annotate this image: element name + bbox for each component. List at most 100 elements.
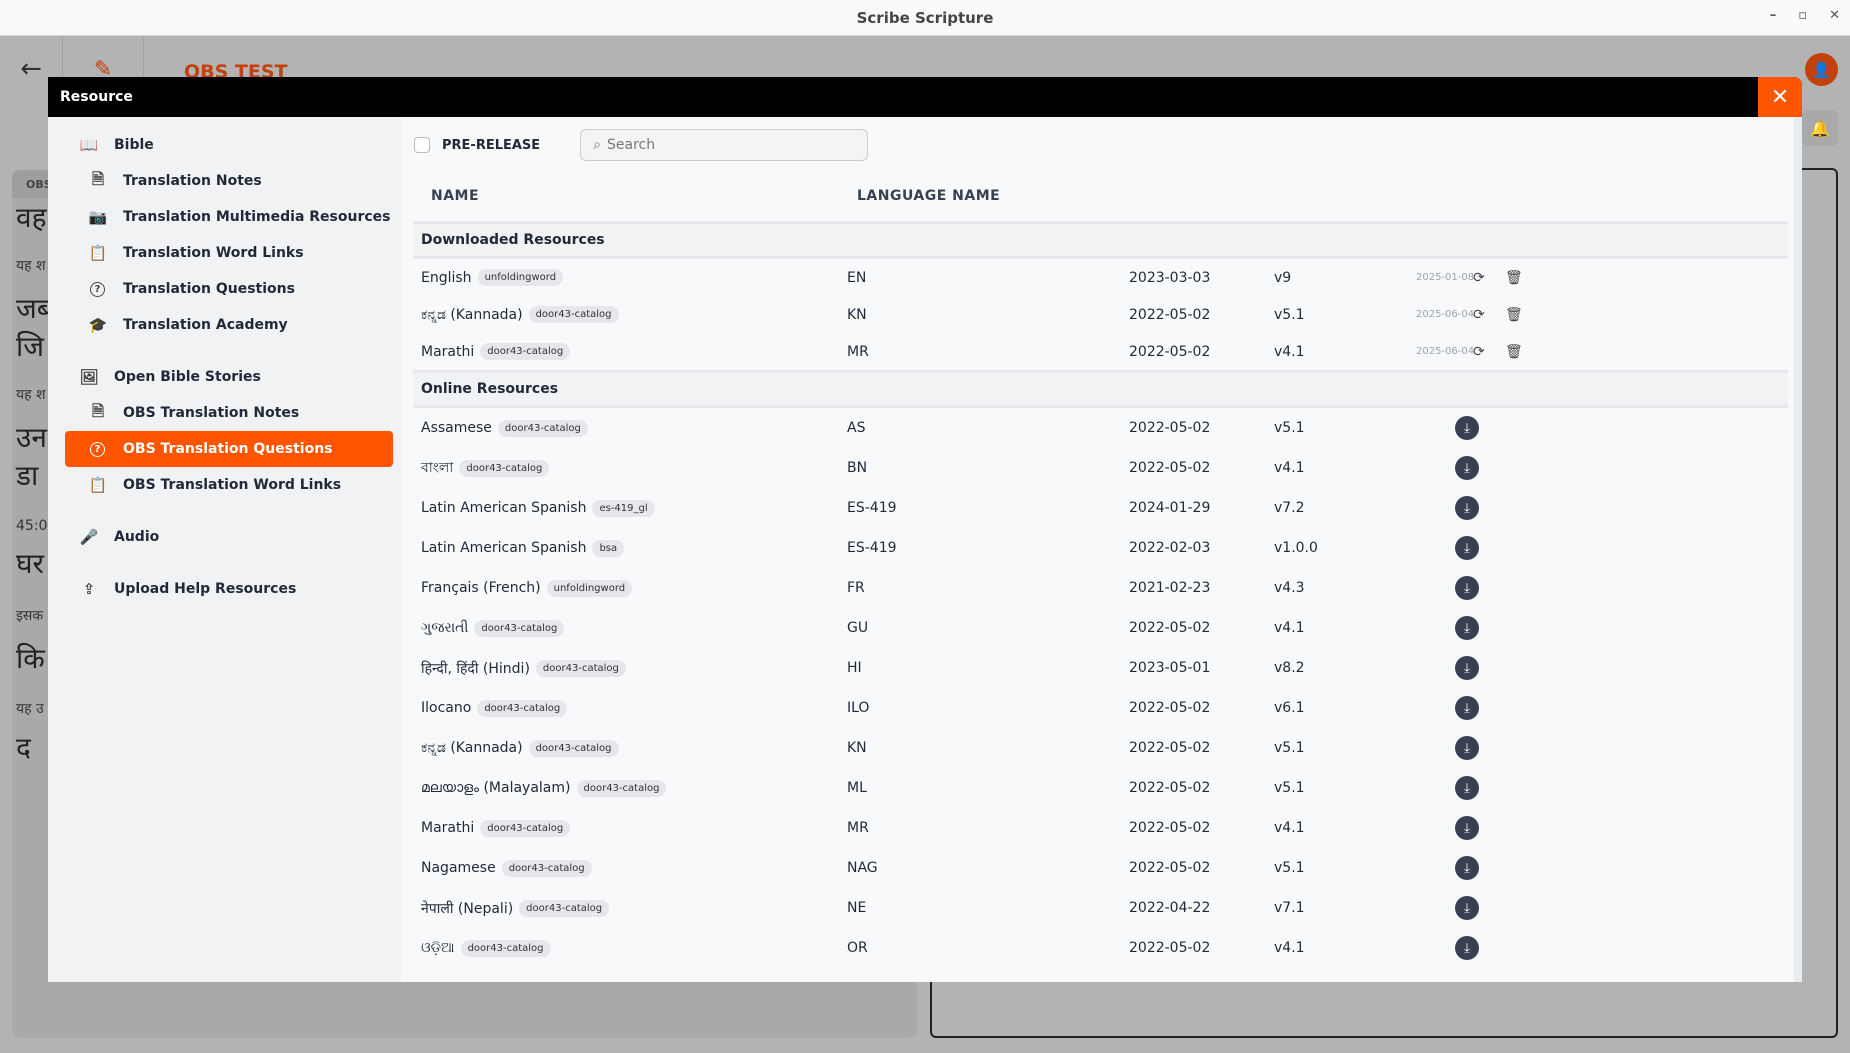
- version: v5.1: [1274, 780, 1305, 796]
- refresh-icon[interactable]: ⟳: [1473, 306, 1485, 323]
- scrollbar[interactable]: [1794, 117, 1802, 982]
- download-icon[interactable]: ⤓: [1455, 736, 1479, 760]
- sidebar-item-label: Open Bible Stories: [114, 369, 261, 385]
- window-close-button[interactable]: ✕: [1829, 8, 1840, 23]
- resource-owner-tag: door43-catalog: [576, 779, 667, 797]
- resource-name: ಕನ್ನಡ (Kannada) door43-catalog: [421, 306, 619, 323]
- sidebar-item-label: OBS Translation Word Links: [123, 477, 342, 493]
- refresh-icon[interactable]: ⟳: [1473, 269, 1485, 286]
- modal-title: Resource: [60, 89, 133, 105]
- resource-owner-tag: door43-catalog: [528, 739, 619, 757]
- language-code: EN: [847, 269, 867, 286]
- trash-icon[interactable]: 🗑: [1505, 269, 1523, 286]
- sidebar-item-obs-translation-questions[interactable]: ? OBS Translation Questions: [65, 431, 393, 467]
- background-text: उन: [16, 421, 47, 454]
- release-date: 2022-04-22: [1129, 900, 1211, 916]
- download-icon[interactable]: ⤓: [1455, 776, 1479, 800]
- pre-release-label: PRE-RELEASE: [442, 137, 541, 153]
- minimize-button[interactable]: –: [1769, 8, 1777, 23]
- sidebar-item-translation-word-links[interactable]: 📋 Translation Word Links: [65, 235, 393, 271]
- download-icon[interactable]: ⤓: [1455, 616, 1479, 640]
- download-icon[interactable]: ⤓: [1455, 896, 1479, 920]
- trash-icon[interactable]: 🗑: [1505, 306, 1523, 323]
- online-resource-row: বাংলা door43-catalog BN 2022-05-02 v4.1 ⤓: [413, 448, 1788, 488]
- sidebar-item-obs-translation-word-links[interactable]: 📋 OBS Translation Word Links: [65, 467, 393, 503]
- maximize-button[interactable]: ▫: [1798, 8, 1808, 23]
- column-language: LANGUAGE NAME: [857, 188, 1001, 204]
- resource-name-text: മലയാളം (Malayalam): [421, 780, 571, 796]
- online-resource-row: Nagamese door43-catalog NAG 2022-05-02 v5.1 ⤓: [413, 848, 1788, 888]
- release-date: 2022-05-02: [1129, 700, 1211, 716]
- trash-icon[interactable]: 🗑: [1505, 343, 1523, 360]
- question-icon: ?: [90, 281, 105, 297]
- document-icon: 🗎: [91, 401, 105, 420]
- download-icon[interactable]: ⤓: [1455, 416, 1479, 440]
- refresh-icon[interactable]: ⟳: [1473, 343, 1485, 360]
- online-resource-row: Ilocano door43-catalog ILO 2022-05-02 v6.1 ⤓: [413, 688, 1788, 728]
- sidebar-item-translation-questions[interactable]: ? Translation Questions: [65, 271, 393, 307]
- language-code: NAG: [847, 860, 878, 876]
- download-icon[interactable]: ⤓: [1455, 856, 1479, 880]
- downloaded-resource-row: ಕನ್ನಡ (Kannada) door43-catalog KN 2022-05-0…: [413, 296, 1788, 333]
- user-avatar-icon[interactable]: 👤: [1805, 53, 1838, 86]
- sidebar-gap: [48, 343, 401, 359]
- sidebar-item-bible[interactable]: 📖 Bible: [65, 127, 393, 163]
- download-icon[interactable]: ⤓: [1455, 536, 1479, 560]
- online-resource-row: Latin American Spanish es-419_gl ES-419 202…: [413, 488, 1788, 528]
- download-icon[interactable]: ⤓: [1455, 496, 1479, 520]
- sidebar-item-translation-notes[interactable]: 🗎 Translation Notes: [65, 163, 393, 199]
- downloaded-resource-row: English unfoldingword EN 2023-03-03 v9 2025-0…: [413, 259, 1788, 296]
- download-icon[interactable]: ⤓: [1455, 576, 1479, 600]
- download-icon[interactable]: ⤓: [1455, 696, 1479, 720]
- sidebar-item-translation-multimedia-resources[interactable]: 📷 Translation Multimedia Resources: [65, 199, 393, 235]
- language-code: FR: [847, 580, 865, 596]
- resource-owner-tag: door43-catalog: [528, 306, 619, 323]
- search-input[interactable]: ⌕ Search: [580, 129, 869, 161]
- sidebar-item-obs-translation-notes[interactable]: 🗎 OBS Translation Notes: [65, 395, 393, 431]
- version: v1.0.0: [1274, 540, 1318, 556]
- downloaded-section-header: Downloaded Resources: [413, 221, 1788, 259]
- resource-owner-tag: door43-catalog: [460, 939, 551, 957]
- sidebar-item-open-bible-stories[interactable]: 🖼 Open Bible Stories: [65, 359, 393, 395]
- resource-name-text: Latin American Spanish: [421, 500, 587, 516]
- release-date: 2021-02-23: [1129, 580, 1211, 596]
- sidebar-item-translation-academy[interactable]: 🎓 Translation Academy: [65, 307, 393, 343]
- resource-owner-tag: bsa: [592, 539, 625, 557]
- resource-name: ગુજરાતી door43-catalog: [421, 619, 565, 637]
- download-icon[interactable]: ⤓: [1455, 936, 1479, 960]
- table-header: NAME LANGUAGE NAME: [413, 171, 1788, 221]
- resource-name-text: English: [421, 269, 472, 286]
- resource-name-text: नेपाली (Nepali): [421, 900, 514, 917]
- downloaded-date: 2025-06-04: [1416, 309, 1475, 320]
- sidebar-item-upload-help-resources[interactable]: ⇪ Upload Help Resources: [65, 571, 393, 607]
- resource-owner-tag: door43-catalog: [535, 659, 626, 677]
- bell-icon[interactable]: 🔔: [1802, 110, 1838, 146]
- back-arrow-icon[interactable]: ←: [20, 54, 42, 84]
- resource-name: ಕನ್ನಡ (Kannada) door43-catalog: [421, 739, 619, 757]
- resource-name-text: ಕನ್ನಡ (Kannada): [421, 740, 523, 756]
- release-date: 2024-01-29: [1129, 500, 1211, 516]
- resource-name-text: Ilocano: [421, 700, 472, 716]
- resource-name-text: ଓଡ଼ିଆ: [421, 940, 455, 956]
- language-code: OR: [847, 940, 868, 956]
- close-icon[interactable]: ✕: [1758, 77, 1802, 117]
- background-text: इसक: [16, 608, 44, 624]
- microphone-icon: 🎤: [79, 528, 99, 546]
- search-placeholder: Search: [607, 137, 656, 153]
- resource-name: മലയാളം (Malayalam) door43-catalog: [421, 779, 667, 797]
- resource-name: Marathi door43-catalog: [421, 343, 571, 360]
- version: v4.1: [1274, 820, 1305, 836]
- sidebar-item-audio[interactable]: 🎤 Audio: [65, 519, 393, 555]
- language-code: KN: [847, 306, 867, 323]
- download-icon[interactable]: ⤓: [1455, 456, 1479, 480]
- resource-name-text: Latin American Spanish: [421, 540, 587, 556]
- resource-name-text: Marathi: [421, 343, 475, 360]
- pre-release-checkbox[interactable]: [414, 137, 430, 153]
- language-code: AS: [847, 420, 866, 436]
- download-icon[interactable]: ⤓: [1455, 656, 1479, 680]
- download-icon[interactable]: ⤓: [1455, 816, 1479, 840]
- search-icon: ⌕: [593, 137, 602, 153]
- version: v4.1: [1274, 940, 1305, 956]
- sidebar-gap: [48, 503, 401, 519]
- sidebar-item-label: Upload Help Resources: [114, 581, 297, 597]
